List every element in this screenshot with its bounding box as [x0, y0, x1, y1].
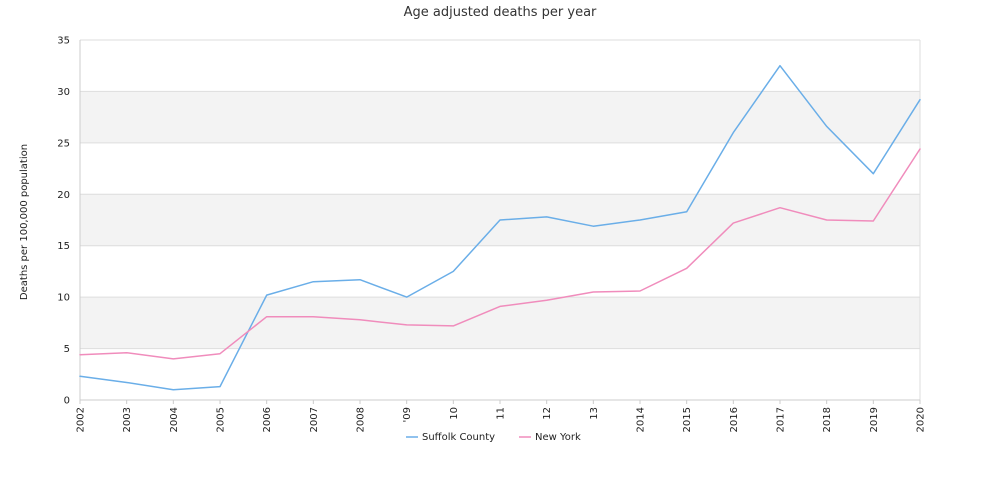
x-tick-label: 2008: [356, 407, 367, 432]
y-tick-label: 25: [57, 138, 70, 149]
x-tick-label: 2002: [76, 407, 87, 432]
x-tick-label: 2015: [682, 407, 693, 432]
plot-band: [80, 297, 920, 349]
plot-band: [80, 245, 920, 298]
series-line: [79, 148, 921, 360]
x-tick-label: 2003: [122, 407, 133, 432]
x-tick-label: 2006: [262, 407, 273, 432]
x-tick-label: 13: [589, 407, 600, 420]
plot-band: [80, 142, 920, 195]
series-lines: [79, 64, 921, 391]
x-tick-label: 11: [496, 407, 507, 420]
y-tick-label: 15: [57, 241, 70, 252]
x-tick-label: 2019: [869, 407, 880, 432]
y-axis-ticks: 0 5 10 15 20 25 30 35: [57, 36, 70, 407]
x-tick-label: 10: [449, 407, 460, 420]
legend: Suffolk County New York: [406, 432, 581, 443]
x-tick-label: 2007: [309, 407, 320, 432]
y-axis-label: Deaths per 100,000 population: [19, 144, 30, 300]
y-tick-label: 10: [57, 293, 70, 304]
x-tick-label: '09: [402, 407, 413, 422]
y-tick-label: 5: [64, 344, 70, 355]
y-tick-label: 30: [57, 87, 70, 98]
x-tick-label: 2016: [729, 407, 740, 432]
x-tick-label: 2017: [776, 407, 787, 432]
plot-band: [80, 91, 920, 143]
x-tick-label: 2005: [216, 407, 227, 432]
plot-band: [80, 348, 920, 400]
x-tick-label: 12: [542, 407, 553, 420]
legend-label: New York: [535, 432, 581, 443]
x-tick-label: 2018: [822, 407, 833, 432]
y-tick-label: 20: [57, 190, 70, 201]
x-tick-label: 2014: [636, 407, 647, 432]
legend-label: Suffolk County: [422, 432, 495, 443]
chart-title: Age adjusted deaths per year: [404, 5, 597, 20]
x-axis-ticks: 2002 2003 2004 2005 2006 2007 2008 '09 10 11 12 13 2…: [76, 400, 927, 432]
x-tick-label: 2020: [916, 407, 927, 432]
y-tick-label: 0: [64, 396, 70, 407]
x-tick-label: 2004: [169, 407, 180, 432]
y-tick-label: 35: [57, 36, 70, 47]
series-line: [79, 64, 921, 391]
plot-bands: [80, 40, 920, 400]
